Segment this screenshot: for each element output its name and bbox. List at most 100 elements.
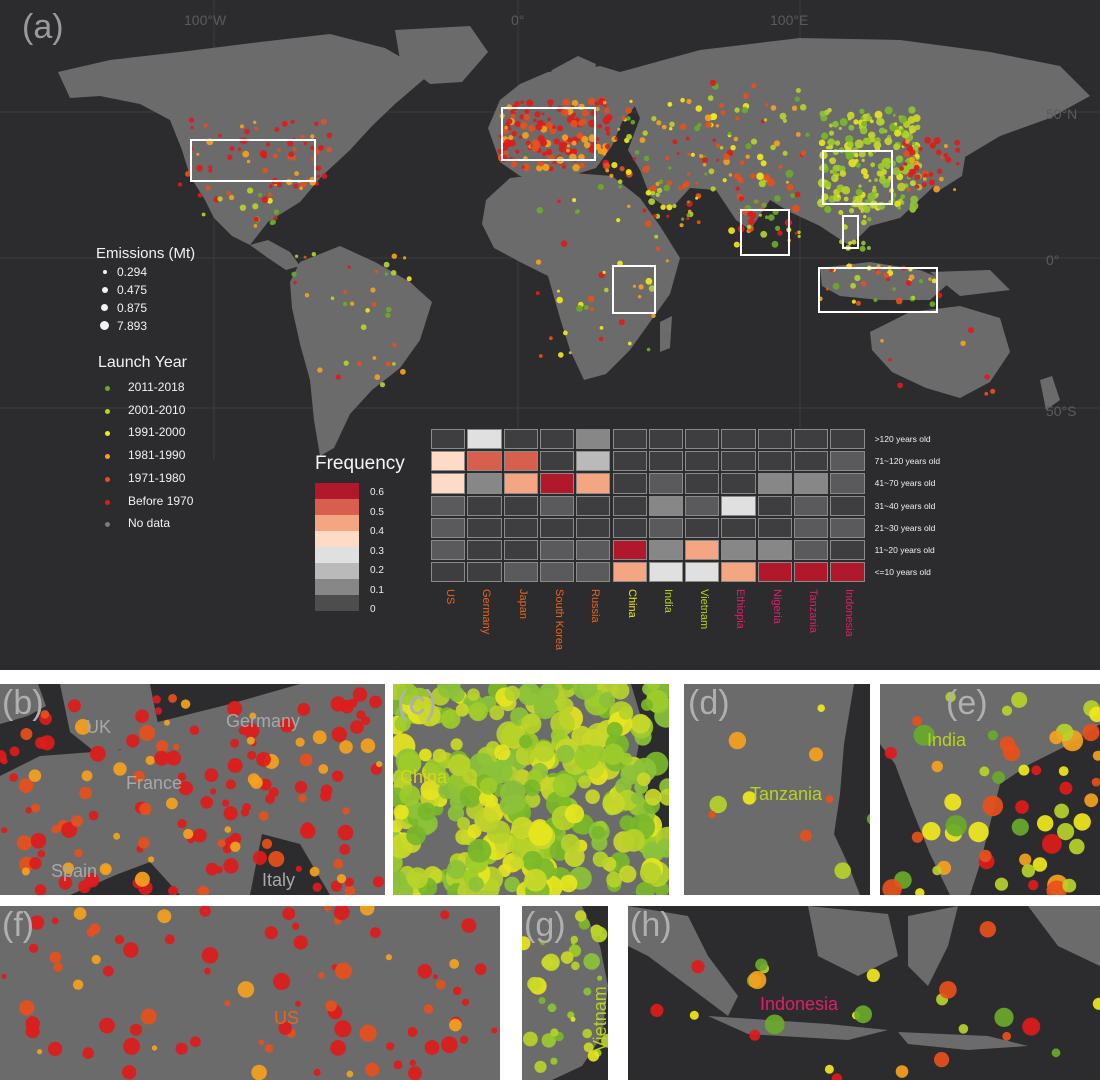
plant-marker xyxy=(766,178,775,187)
heatmap-cell xyxy=(612,517,647,538)
plant-marker xyxy=(546,149,553,156)
scandinavia xyxy=(540,56,596,104)
plant-marker xyxy=(622,828,645,852)
plant-marker xyxy=(560,833,580,853)
plant-marker xyxy=(177,819,187,829)
heatmap-cell xyxy=(648,517,684,538)
plant-marker xyxy=(145,755,155,765)
plant-marker xyxy=(838,210,844,215)
plant-marker xyxy=(914,174,921,181)
plant-marker xyxy=(598,692,616,709)
launch-year-dot xyxy=(105,476,110,482)
plant-marker xyxy=(508,135,514,141)
heatmap-cell xyxy=(576,473,611,494)
plant-marker xyxy=(403,256,407,260)
plant-marker xyxy=(542,953,560,971)
plant-marker xyxy=(440,910,450,920)
plant-marker xyxy=(686,216,690,221)
plant-marker xyxy=(535,123,543,131)
panel-label: (f) xyxy=(2,906,35,944)
heatmap-cell xyxy=(721,495,756,516)
plant-marker xyxy=(578,103,585,111)
plant-marker xyxy=(599,326,604,330)
plant-marker xyxy=(394,715,411,732)
plant-marker xyxy=(317,367,323,373)
plant-marker xyxy=(190,1036,201,1048)
region-label-indonesia: Indonesia xyxy=(760,994,839,1014)
world-map-svg xyxy=(0,0,1100,460)
plant-marker xyxy=(903,162,908,166)
plant-marker xyxy=(825,145,830,150)
plant-marker xyxy=(436,979,446,990)
plant-marker xyxy=(928,172,934,178)
plant-marker xyxy=(294,171,299,176)
plant-marker xyxy=(514,101,520,107)
plant-marker xyxy=(847,141,854,148)
plant-marker xyxy=(617,127,621,131)
plant-marker xyxy=(621,115,626,121)
plant-marker xyxy=(723,158,730,166)
plant-marker xyxy=(279,717,295,733)
plant-marker xyxy=(618,319,625,326)
frequency-tick: 0.1 xyxy=(370,584,384,596)
plant-marker xyxy=(710,113,717,121)
plant-marker xyxy=(561,684,574,691)
plant-marker xyxy=(581,109,589,117)
plant-marker xyxy=(166,797,178,810)
country-label: Vietnam xyxy=(698,589,711,630)
panel-d-tanzania: (d) xyxy=(684,684,870,895)
plant-marker xyxy=(1002,1031,1012,1041)
plant-marker xyxy=(310,134,315,139)
age-bin-label: >120 years old xyxy=(874,434,931,444)
plant-marker xyxy=(855,162,861,168)
plant-marker xyxy=(655,192,660,197)
plant-marker xyxy=(201,947,219,964)
plant-marker xyxy=(587,1050,600,1062)
heatmap-cell xyxy=(576,540,611,561)
plant-marker xyxy=(817,704,825,712)
plant-marker xyxy=(869,119,874,124)
launch-year-legend-title: Launch Year xyxy=(98,354,187,371)
plant-marker xyxy=(293,935,308,950)
plant-marker xyxy=(365,1062,380,1077)
plant-marker xyxy=(252,203,259,210)
plant-marker xyxy=(455,828,472,845)
plant-marker xyxy=(637,295,642,299)
plant-marker xyxy=(750,138,758,145)
plant-marker xyxy=(79,786,92,800)
plant-marker xyxy=(535,291,540,296)
asia xyxy=(620,38,1090,246)
plant-marker xyxy=(755,958,768,971)
plant-marker xyxy=(665,259,669,263)
plant-marker xyxy=(605,114,613,122)
plant-marker xyxy=(133,770,145,783)
plant-marker xyxy=(595,106,600,111)
plant-marker xyxy=(321,173,328,179)
plant-marker xyxy=(295,865,302,872)
lat-tick-50s: 50°S xyxy=(1046,403,1077,419)
plant-marker xyxy=(795,132,801,137)
plant-marker xyxy=(356,710,366,720)
central-america xyxy=(250,240,300,270)
plant-marker xyxy=(457,817,471,830)
box-us xyxy=(190,139,316,182)
plant-marker xyxy=(243,723,260,739)
plant-marker xyxy=(205,185,211,191)
plant-marker xyxy=(955,147,961,153)
plant-marker xyxy=(297,702,311,716)
plant-marker xyxy=(882,879,902,895)
plant-marker xyxy=(316,174,321,179)
plant-marker xyxy=(406,825,426,846)
plant-marker xyxy=(578,153,585,161)
plant-marker xyxy=(386,1042,395,1051)
plant-marker xyxy=(318,764,329,774)
plant-marker xyxy=(933,137,941,145)
plant-marker xyxy=(563,142,568,146)
plant-marker xyxy=(880,339,884,343)
plant-marker xyxy=(370,287,376,293)
plant-marker xyxy=(570,148,578,156)
plant-marker xyxy=(21,867,30,876)
plant-marker xyxy=(699,154,703,158)
plant-marker xyxy=(331,726,347,743)
heatmap-cell xyxy=(576,429,611,450)
